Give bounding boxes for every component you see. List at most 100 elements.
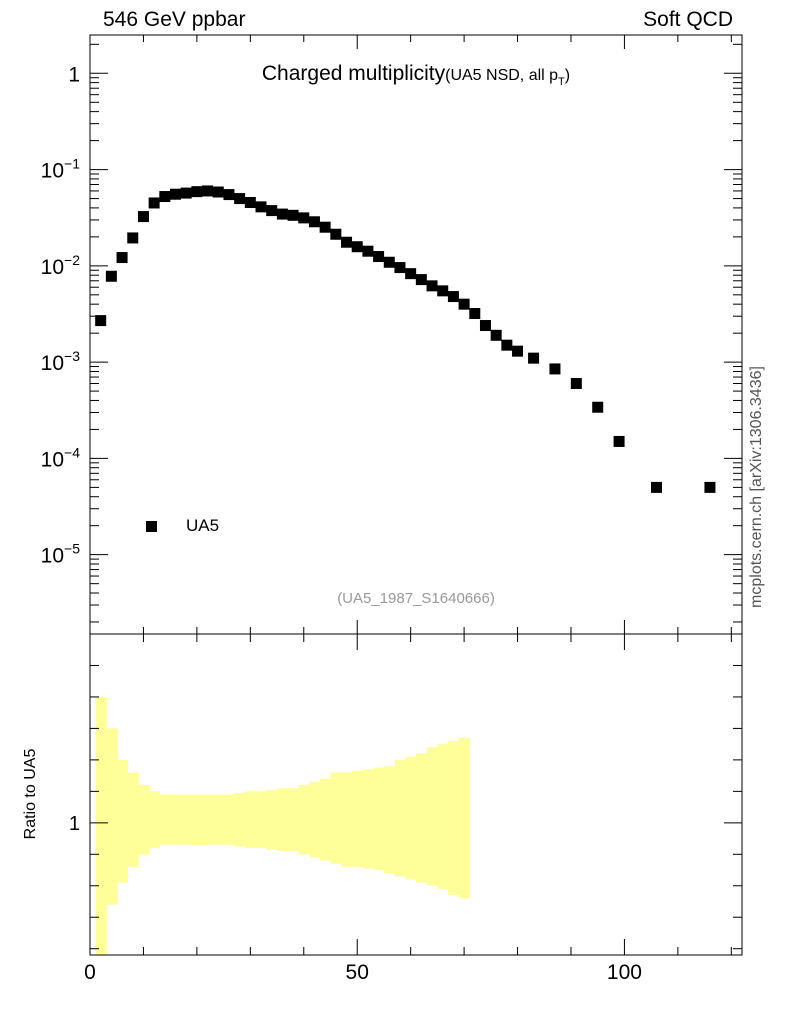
ua5-point-31 bbox=[426, 280, 438, 292]
ua5-point-10 bbox=[202, 185, 214, 197]
ua5-point-24 bbox=[351, 241, 363, 253]
ratio-band-bin-11 bbox=[212, 794, 225, 845]
ua5-point-12 bbox=[223, 189, 235, 201]
ratio-band-bin-2 bbox=[116, 759, 129, 883]
ua5-point-0 bbox=[95, 315, 107, 327]
ratio-y-axis-label: Ratio to UA5 bbox=[22, 748, 39, 840]
ua5-point-9 bbox=[191, 186, 203, 198]
ua5-point-5 bbox=[148, 197, 160, 209]
header-category-label: Soft QCD bbox=[643, 8, 733, 31]
ua5-point-8 bbox=[180, 187, 192, 199]
ua5-point-45 bbox=[650, 481, 662, 493]
ua5-point-21 bbox=[319, 221, 331, 233]
ratio-band-bin-16 bbox=[266, 789, 278, 850]
main-y-tick-label-1: 10−1 bbox=[41, 156, 81, 183]
ua5-point-25 bbox=[362, 245, 374, 257]
ua5-point-1 bbox=[105, 270, 117, 282]
ua5-point-28 bbox=[394, 262, 406, 274]
plot-title-main: Charged multiplicity bbox=[261, 62, 446, 85]
ratio-band-bin-25 bbox=[362, 769, 374, 869]
header-energy-label: 546 GeV ppbar bbox=[103, 8, 246, 31]
ratio-band-bin-32 bbox=[437, 744, 449, 889]
ratio-band-bin-28 bbox=[394, 759, 406, 877]
ratio-band-bin-10 bbox=[202, 794, 214, 845]
ua5-point-18 bbox=[287, 209, 299, 221]
x-tick-label-0: 0 bbox=[84, 961, 96, 984]
main-y-tick-label-0: 1 bbox=[68, 63, 80, 86]
ratio-plot-axes bbox=[89, 633, 743, 956]
tick-labels: 1 10−1 10−2 10−3 10−4 10−5 1 0 50 100 bbox=[41, 63, 642, 984]
ua5-point-38 bbox=[501, 339, 513, 351]
ratio-band-bin-13 bbox=[234, 792, 246, 847]
ratio-band-bin-31 bbox=[426, 747, 438, 886]
ratio-band-bin-5 bbox=[148, 791, 161, 848]
plot-title: Charged multiplicity(UA5 NSD, all pT) bbox=[90, 62, 742, 88]
main-y-tick-label-4: 10−4 bbox=[41, 444, 81, 471]
ratio-band-bin-6 bbox=[159, 794, 171, 845]
ua5-point-11 bbox=[212, 186, 224, 198]
x-tick-label-1: 50 bbox=[346, 961, 369, 984]
ratio-band-bin-15 bbox=[255, 791, 267, 848]
main-y-tick-label-2: 10−2 bbox=[41, 252, 81, 279]
ua5-data-points bbox=[95, 185, 716, 493]
ua5-point-36 bbox=[479, 320, 491, 332]
ratio-y-tick-label-0: 1 bbox=[69, 813, 80, 835]
ua5-point-33 bbox=[447, 291, 459, 303]
ratio-band-bin-17 bbox=[277, 788, 289, 852]
legend-label: UA5 bbox=[186, 516, 220, 535]
ua5-point-29 bbox=[405, 268, 417, 280]
ua5-point-34 bbox=[458, 298, 470, 310]
ua5-point-19 bbox=[298, 212, 310, 224]
legend-marker bbox=[146, 520, 157, 532]
ratio-band-bin-19 bbox=[298, 785, 310, 855]
main-y-tick-label-3: 10−3 bbox=[41, 348, 81, 375]
ratio-band-bin-22 bbox=[330, 772, 342, 864]
ua5-point-40 bbox=[528, 352, 540, 364]
ratio-band-bin-20 bbox=[309, 781, 321, 858]
ua5-point-6 bbox=[159, 191, 171, 203]
ratio-band-bin-12 bbox=[223, 794, 235, 845]
ua5-point-43 bbox=[592, 401, 604, 413]
ua5-point-32 bbox=[437, 285, 449, 297]
plot-title-sub-index: T bbox=[558, 76, 565, 89]
ua5-point-44 bbox=[613, 435, 625, 447]
ratio-band-bin-7 bbox=[170, 794, 182, 845]
side-note: mcplots.cern.ch [arXiv:1306.3436] bbox=[748, 366, 765, 608]
ratio-uncertainty-band bbox=[95, 696, 471, 955]
analysis-id: (UA5_1987_S1640666) bbox=[337, 590, 495, 607]
ratio-band-bin-3 bbox=[127, 772, 139, 867]
main-plot-axes bbox=[89, 34, 743, 635]
ratio-band-bin-24 bbox=[351, 770, 364, 867]
legend: UA5 bbox=[146, 515, 219, 537]
ua5-point-20 bbox=[308, 216, 320, 228]
ua5-point-42 bbox=[570, 377, 582, 389]
plot-title-sub-prefix: (UA5 NSD, all p bbox=[445, 67, 559, 84]
ratio-band-bin-23 bbox=[341, 772, 353, 867]
main-y-tick-label-5: 10−5 bbox=[41, 541, 81, 568]
main-frame bbox=[89, 34, 743, 635]
ratio-band-bin-21 bbox=[319, 778, 332, 861]
ua5-point-7 bbox=[170, 188, 182, 200]
ua5-point-46 bbox=[704, 481, 716, 493]
ratio-band-bin-26 bbox=[373, 767, 385, 871]
ua5-point-41 bbox=[549, 363, 561, 375]
ua5-point-30 bbox=[415, 274, 427, 286]
ratio-band-bin-29 bbox=[405, 756, 417, 880]
ratio-band-bin-27 bbox=[383, 766, 396, 874]
ua5-point-16 bbox=[266, 205, 278, 217]
ratio-band-bin-9 bbox=[191, 794, 203, 845]
ratio-band-bin-18 bbox=[287, 788, 300, 852]
ratio-band-bin-4 bbox=[138, 785, 150, 855]
ratio-band-bin-8 bbox=[180, 794, 193, 845]
ua5-point-37 bbox=[490, 329, 502, 341]
ua5-point-3 bbox=[127, 232, 139, 244]
ratio-band-bin-30 bbox=[416, 753, 428, 883]
ratio-band-bin-0 bbox=[95, 696, 107, 955]
ua5-point-4 bbox=[137, 211, 149, 223]
x-tick-label-2: 100 bbox=[607, 961, 642, 984]
plot-title-sub-suffix: ) bbox=[564, 67, 571, 84]
ratio-band-bin-34 bbox=[458, 737, 471, 899]
ratio-band-bin-14 bbox=[244, 791, 257, 848]
ua5-point-14 bbox=[244, 197, 256, 209]
